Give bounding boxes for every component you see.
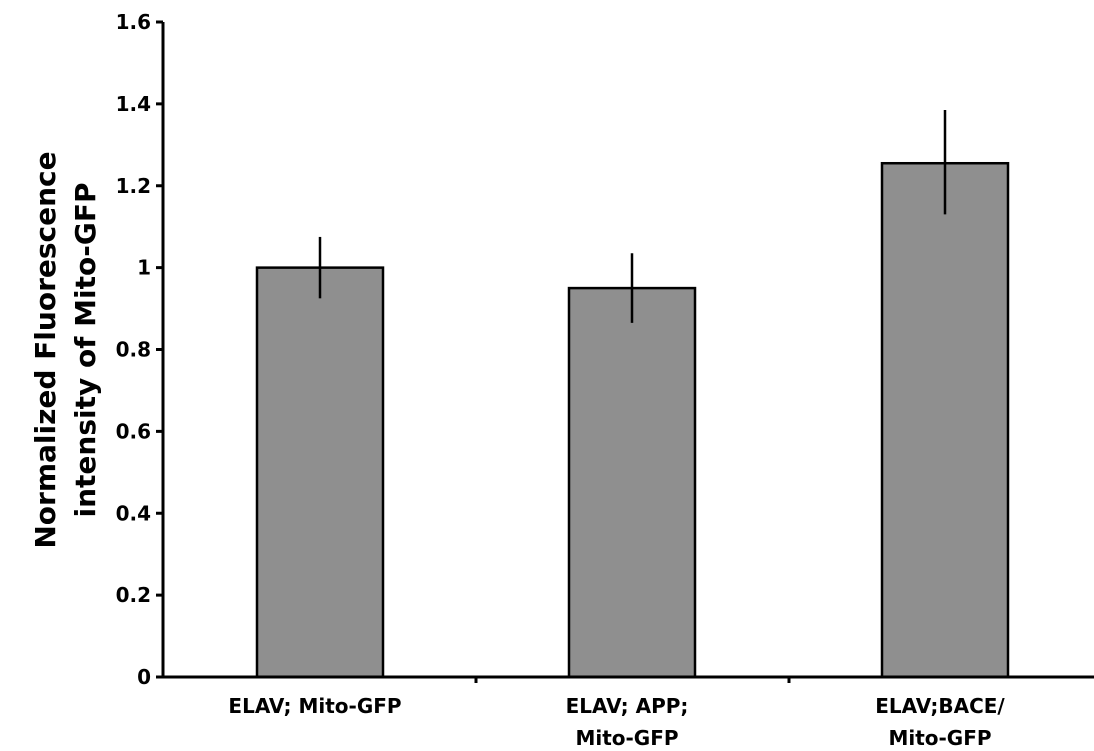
x-axis-ticks <box>474 677 791 683</box>
y-tick-label: 0.2 <box>116 583 151 607</box>
y-axis-title-text: Normalized Fluorescence intensity of Mito… <box>29 151 102 548</box>
bar <box>255 266 385 679</box>
error-bars <box>318 110 947 323</box>
x-category-label: ELAV;BACE/Mito-GFP <box>875 694 1005 750</box>
bar <box>880 161 1010 679</box>
x-category-label: ELAV; Mito-GFP <box>228 694 401 718</box>
y-axis-ticks: 0 0.2 0.4 0.6 0.8 1 1.2 1.4 1.6 <box>116 10 163 689</box>
y-tick-label: 1 <box>137 256 151 280</box>
x-axis-labels: ELAV; Mito-GFP ELAV; APP; Mito-GFP ELAV;BAC… <box>228 694 1005 750</box>
y-axis-title: Normalized Fluorescence intensity of Mito… <box>29 151 102 548</box>
y-tick-label: 1.6 <box>116 10 151 34</box>
bar <box>567 286 697 679</box>
y-tick-label: 1.2 <box>116 174 151 198</box>
y-tick-label: 0.8 <box>116 338 151 362</box>
y-tick-label: 0 <box>137 665 151 689</box>
x-category-label: ELAV; APP; Mito-GFP <box>566 694 689 750</box>
axes <box>161 22 1094 679</box>
y-tick-label: 0.6 <box>116 419 151 443</box>
y-tick-label: 0.4 <box>116 501 151 525</box>
bars <box>255 161 1010 679</box>
y-tick-label: 1.4 <box>116 92 151 116</box>
